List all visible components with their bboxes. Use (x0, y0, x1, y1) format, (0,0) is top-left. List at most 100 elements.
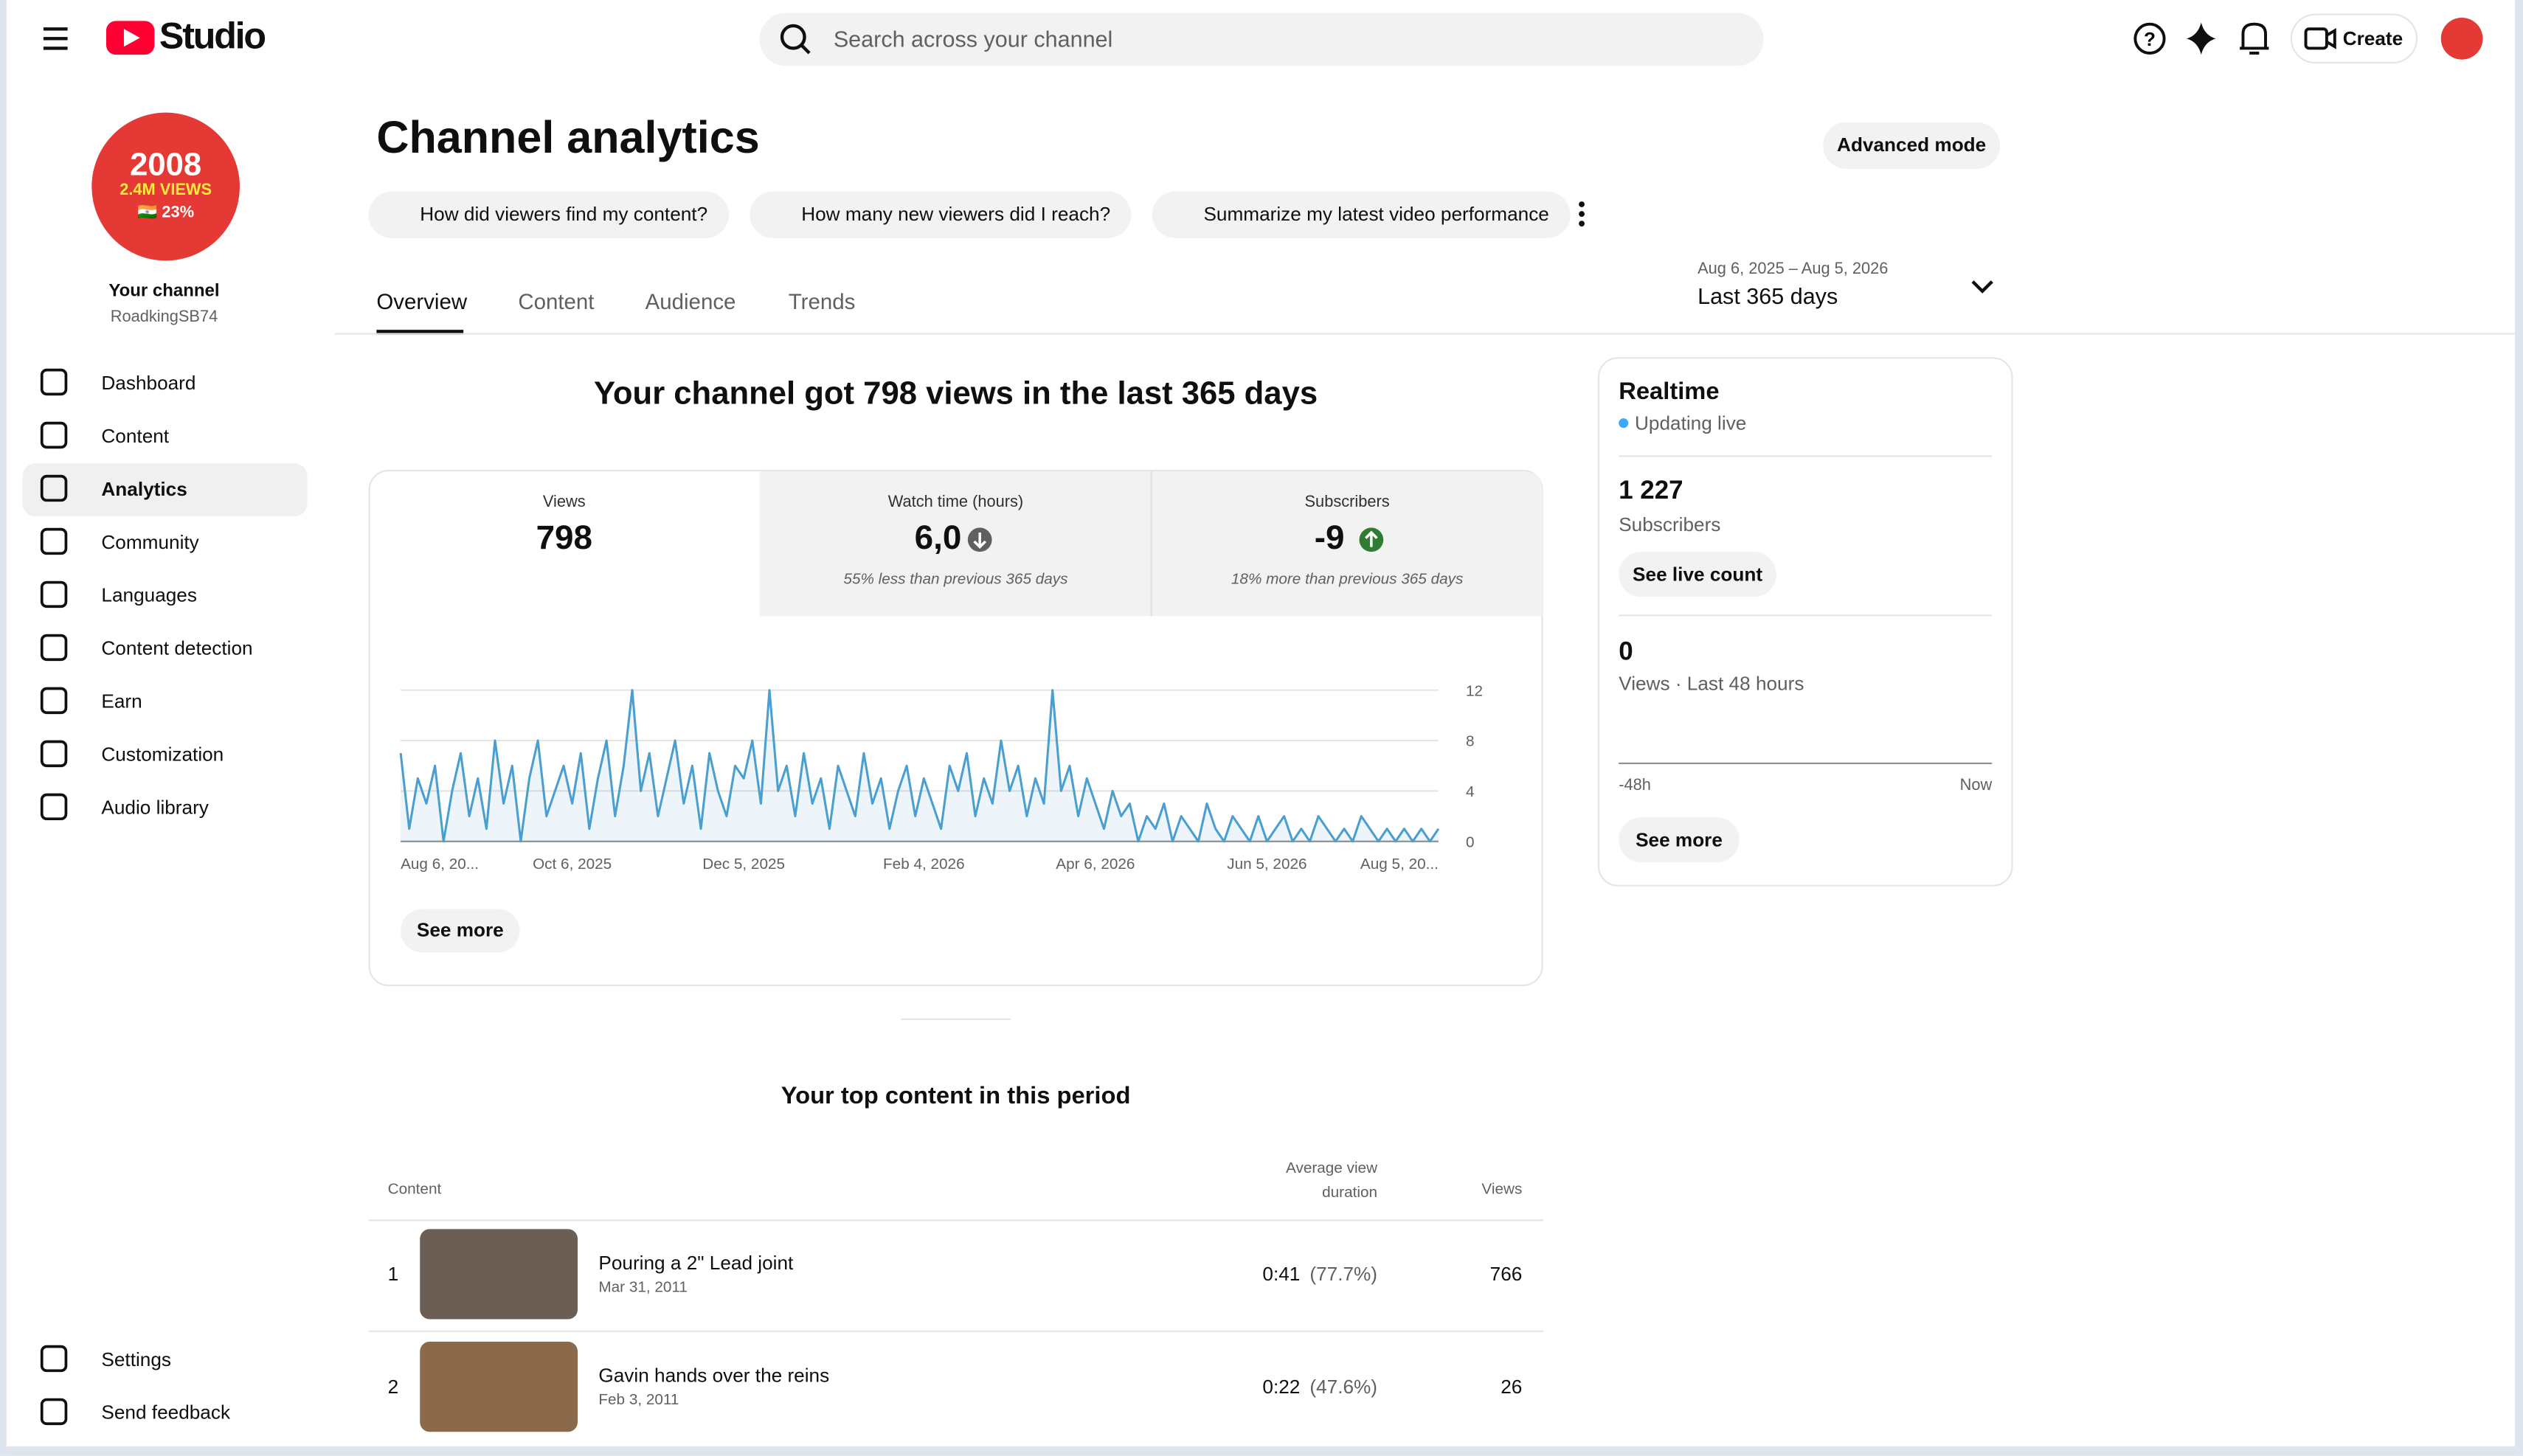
nav-item[interactable]: Send feedback (101, 1401, 231, 1424)
thumbnail[interactable] (420, 1229, 578, 1320)
date-range[interactable]: Aug 6, 2025 – Aug 5, 2026 (1697, 260, 1889, 279)
realtime-views-label: Views · Last 48 hours (1619, 672, 1804, 696)
nav-icon[interactable] (40, 793, 68, 821)
nav-icon[interactable] (40, 421, 68, 449)
realtime-axis-label: Now (1959, 777, 1993, 795)
channel-label: Your channel (108, 281, 220, 301)
logo-text[interactable]: Studio (159, 14, 266, 57)
video-date: Feb 3, 2011 (598, 1391, 679, 1410)
kpi-label: Watch time (hours) (887, 493, 1024, 512)
tab[interactable]: Overview (376, 289, 468, 314)
kpi-note: 55% less than previous 365 days (843, 571, 1068, 589)
nav-item[interactable]: Customization (101, 743, 224, 766)
window-edge (0, 0, 7, 1456)
avatar-text: 2008 (130, 148, 202, 184)
avg-duration: 0:41 (1262, 1263, 1301, 1286)
x-tick-label: Feb 4, 2026 (883, 856, 965, 873)
realtime-axis-label: -48h (1619, 777, 1651, 795)
video-title[interactable]: Pouring a 2" Lead joint (598, 1251, 794, 1275)
nav-icon[interactable] (40, 634, 68, 662)
nav-icon[interactable] (40, 368, 68, 396)
tab[interactable]: Trends (788, 289, 856, 314)
x-tick-label: Aug 5, 20... (1360, 856, 1439, 873)
area (401, 690, 1439, 842)
date-period[interactable]: Last 365 days (1697, 282, 1838, 309)
advanced-mode-button[interactable]: Advanced mode (1823, 122, 2001, 170)
x-tick-label: Oct 6, 2025 (533, 856, 612, 873)
subscriber-label: Subscribers (1619, 513, 1721, 536)
live-count-button[interactable]: See live count (1619, 552, 1776, 597)
more-icon[interactable] (1579, 201, 1585, 227)
nav-item[interactable]: Settings (101, 1348, 171, 1371)
avg-percent: (47.6%) (1309, 1375, 1378, 1398)
avg-duration: 0:22 (1262, 1375, 1301, 1398)
kpi-label: Subscribers (1304, 493, 1390, 512)
nav-item[interactable]: Community (101, 530, 199, 554)
top-content-title: Your top content in this period (781, 1082, 1131, 1110)
nav-item[interactable]: Dashboard (101, 371, 196, 395)
menu-icon[interactable] (43, 27, 68, 50)
nav-icon[interactable] (40, 740, 68, 768)
window-edge (0, 1446, 2523, 1456)
nav-item[interactable]: Content (101, 424, 170, 448)
video-date: Mar 31, 2011 (598, 1278, 688, 1297)
nav-item[interactable]: Languages (101, 583, 197, 607)
tab[interactable]: Content (518, 289, 595, 314)
kpi-value: 798 (536, 519, 593, 557)
kpi-value: -9 (1314, 519, 1345, 557)
account-avatar[interactable] (2440, 17, 2483, 60)
y-tick-label: 0 (1466, 833, 1475, 850)
nav-item[interactable]: Analytics (101, 477, 187, 501)
create-button[interactable] (2290, 13, 2418, 64)
realtime-status: Updating live (1635, 412, 1747, 434)
thumbnail[interactable] (420, 1342, 578, 1432)
search-placeholder[interactable]: Search across your channel (833, 25, 1113, 52)
trend-arrow (973, 532, 987, 550)
kpi-value: 6,0 (914, 519, 962, 557)
kpi-label: Views (542, 493, 586, 512)
prompt-chip[interactable]: How did viewers find my content? (368, 191, 729, 238)
nav-selected-bg (22, 463, 308, 517)
headline: Your channel got 798 views in the last 3… (594, 376, 1318, 412)
x-tick-label: Jun 5, 2026 (1227, 856, 1307, 873)
search-icon (800, 44, 811, 55)
search-icon (780, 24, 806, 50)
help-icon[interactable] (2133, 22, 2166, 55)
nav-item[interactable]: Earn (101, 690, 142, 713)
y-tick-label: 12 (1466, 682, 1483, 699)
logo-play (123, 29, 140, 47)
nav-icon[interactable] (40, 580, 68, 609)
nav-icon[interactable] (40, 527, 68, 555)
x-tick-label: Dec 5, 2025 (702, 856, 785, 873)
avatar-text: 2.4M VIEWS (120, 181, 212, 200)
rank: 2 (387, 1375, 399, 1398)
prompt-chip[interactable]: Summarize my latest video performance (1152, 191, 1571, 238)
nav-item[interactable]: Content detection (101, 637, 253, 660)
create-label[interactable]: Create (2342, 27, 2403, 50)
nav-icon[interactable] (40, 474, 68, 502)
realtime-see-more[interactable]: See more (1619, 817, 1740, 863)
see-more-button[interactable]: See more (401, 909, 520, 953)
search-box[interactable] (759, 13, 1764, 66)
realtime-card (1597, 357, 2013, 887)
video-title[interactable]: Gavin hands over the reins (598, 1364, 830, 1387)
notifications-icon[interactable] (2240, 22, 2269, 55)
nav-icon[interactable] (40, 687, 68, 715)
views: 766 (1489, 1263, 1523, 1286)
channel-avatar[interactable] (91, 112, 240, 261)
table-header: Views (1481, 1180, 1523, 1199)
channel-name: RoadkingSB74 (110, 308, 218, 327)
nav-icon[interactable] (40, 1398, 68, 1426)
nav-item[interactable]: Audio library (101, 796, 209, 819)
subscriber-count: 1 227 (1619, 477, 1683, 505)
nav-icon[interactable] (40, 1345, 68, 1373)
help-glyph: ? (2144, 28, 2156, 50)
create-icon (2325, 27, 2336, 49)
date-dropdown-icon[interactable] (1971, 280, 1993, 294)
ai-icon[interactable] (2187, 22, 2216, 55)
avatar-text: 🇮🇳 23% (137, 204, 195, 222)
prompt-chip[interactable]: How many new viewers did I reach? (750, 191, 1132, 238)
tab[interactable]: Audience (645, 289, 736, 314)
